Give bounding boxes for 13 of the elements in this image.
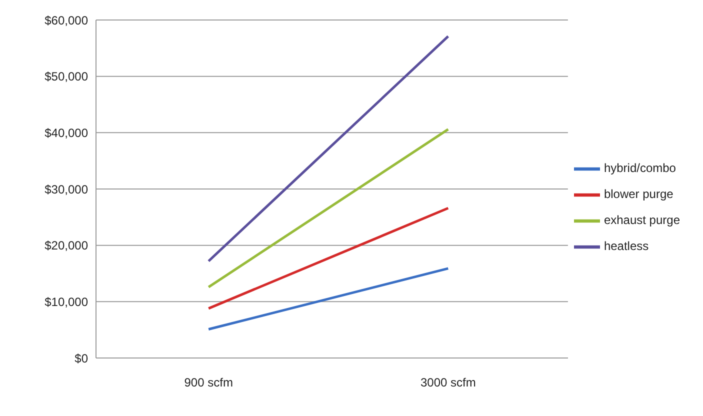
legend-label: blower purge — [604, 187, 674, 202]
y-tick-label: $30,000 — [44, 182, 88, 196]
y-tick-label: $60,000 — [44, 13, 88, 28]
x-tick-label: 900 scfm — [184, 376, 233, 390]
y-tick-label: $10,000 — [44, 294, 88, 309]
legend-label: hybrid/combo — [604, 161, 676, 176]
y-tick-label: $50,000 — [44, 70, 88, 84]
x-tick-label: 3000 scfm — [420, 376, 476, 390]
y-tick-label: $0 — [74, 351, 88, 366]
legend-label: exhaust purge — [604, 213, 680, 228]
y-tick-label: $20,000 — [44, 238, 88, 253]
y-tick-label: $40,000 — [44, 126, 88, 140]
legend-label: heatless — [604, 239, 649, 254]
